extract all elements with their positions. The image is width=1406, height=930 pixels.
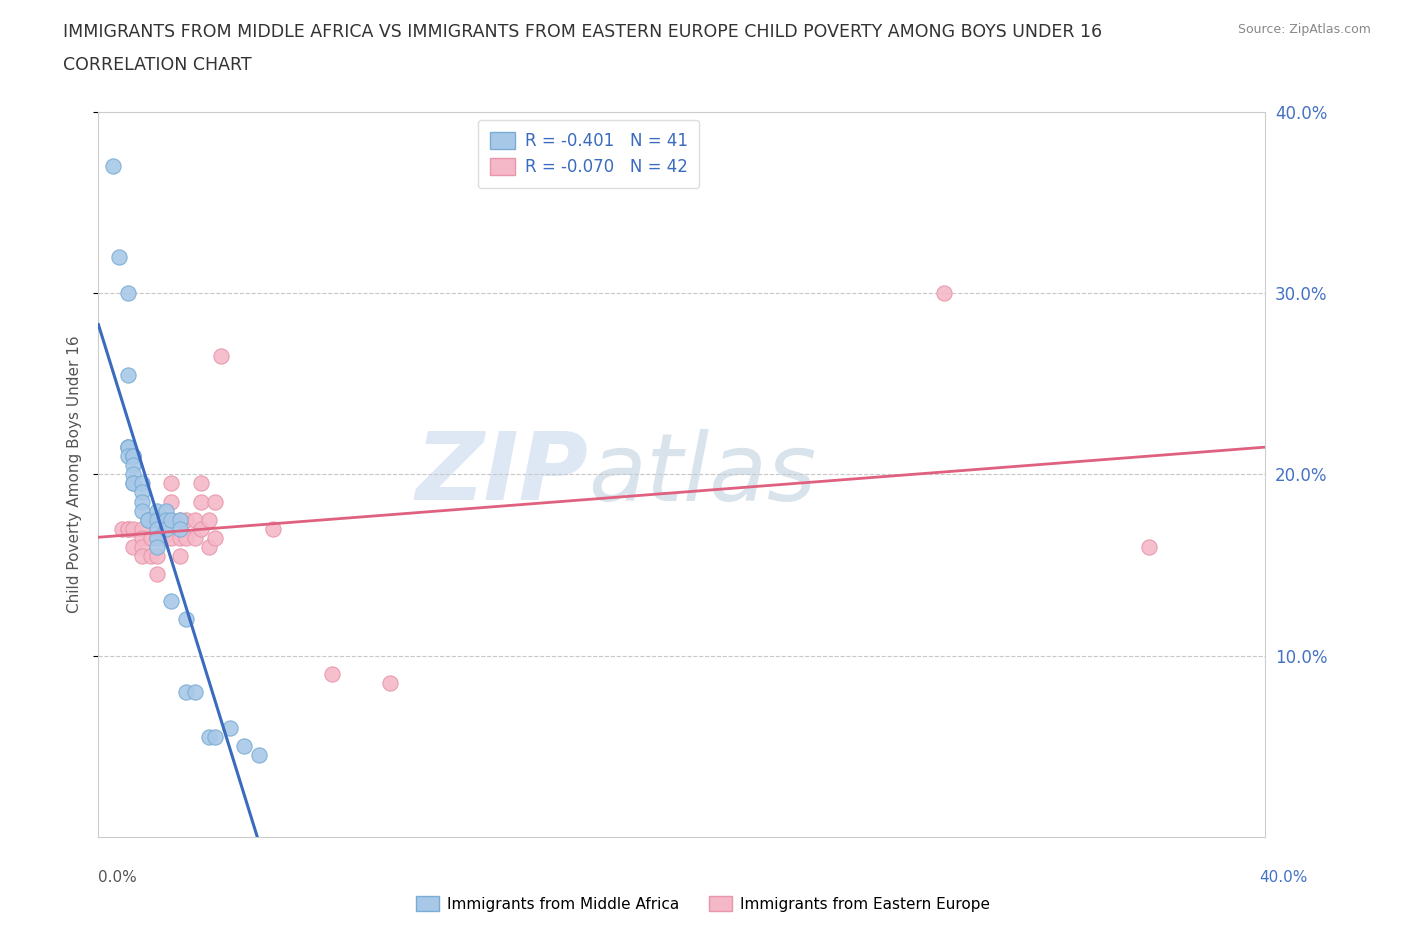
- Point: [122, 476, 145, 491]
- Point: [122, 458, 145, 472]
- Point: [169, 512, 191, 527]
- Point: [122, 449, 145, 464]
- Point: [146, 521, 169, 536]
- Point: [117, 440, 139, 455]
- Point: [117, 449, 139, 464]
- Point: [117, 367, 139, 382]
- Legend: Immigrants from Middle Africa, Immigrants from Eastern Europe: Immigrants from Middle Africa, Immigrant…: [411, 889, 995, 918]
- Point: [131, 503, 153, 518]
- Point: [204, 530, 226, 545]
- Point: [131, 476, 153, 491]
- Point: [183, 512, 205, 527]
- Point: [117, 286, 139, 300]
- Point: [169, 521, 191, 536]
- Point: [146, 549, 169, 564]
- Point: [233, 738, 256, 753]
- Point: [190, 494, 212, 509]
- Point: [131, 494, 153, 509]
- Point: [152, 530, 174, 545]
- Point: [152, 512, 174, 527]
- Point: [131, 539, 153, 554]
- Point: [155, 512, 177, 527]
- Point: [122, 539, 145, 554]
- Point: [131, 485, 153, 500]
- Point: [139, 549, 162, 564]
- Point: [934, 286, 956, 300]
- Point: [190, 476, 212, 491]
- Point: [146, 530, 169, 545]
- Text: 0.0%: 0.0%: [98, 870, 138, 884]
- Point: [169, 549, 191, 564]
- Point: [122, 476, 145, 491]
- Point: [155, 503, 177, 518]
- Point: [122, 449, 145, 464]
- Point: [101, 158, 124, 173]
- Point: [139, 530, 162, 545]
- Point: [122, 467, 145, 482]
- Point: [131, 530, 153, 545]
- Point: [117, 440, 139, 455]
- Point: [131, 521, 153, 536]
- Point: [136, 512, 159, 527]
- Text: ZIP: ZIP: [416, 429, 589, 520]
- Y-axis label: Child Poverty Among Boys Under 16: Child Poverty Among Boys Under 16: [67, 336, 83, 613]
- Text: 40.0%: 40.0%: [1260, 870, 1308, 884]
- Point: [146, 512, 169, 527]
- Point: [136, 512, 159, 527]
- Point: [155, 521, 177, 536]
- Point: [122, 449, 145, 464]
- Point: [198, 512, 221, 527]
- Text: CORRELATION CHART: CORRELATION CHART: [63, 56, 252, 73]
- Point: [139, 512, 162, 527]
- Point: [1137, 539, 1160, 554]
- Point: [174, 612, 197, 627]
- Point: [122, 521, 145, 536]
- Point: [160, 476, 183, 491]
- Point: [160, 594, 183, 609]
- Point: [262, 521, 284, 536]
- Point: [160, 512, 183, 527]
- Text: atlas: atlas: [589, 429, 817, 520]
- Point: [160, 494, 183, 509]
- Point: [204, 730, 226, 745]
- Point: [160, 530, 183, 545]
- Point: [146, 539, 169, 554]
- Point: [174, 512, 197, 527]
- Legend: R = -0.401   N = 41, R = -0.070   N = 42: R = -0.401 N = 41, R = -0.070 N = 42: [478, 120, 699, 188]
- Point: [117, 440, 139, 455]
- Point: [190, 521, 212, 536]
- Point: [117, 521, 139, 536]
- Point: [160, 512, 183, 527]
- Point: [131, 549, 153, 564]
- Point: [146, 566, 169, 581]
- Point: [204, 494, 226, 509]
- Point: [198, 539, 221, 554]
- Point: [174, 684, 197, 699]
- Point: [183, 530, 205, 545]
- Point: [247, 748, 270, 763]
- Point: [111, 521, 134, 536]
- Text: IMMIGRANTS FROM MIDDLE AFRICA VS IMMIGRANTS FROM EASTERN EUROPE CHILD POVERTY AM: IMMIGRANTS FROM MIDDLE AFRICA VS IMMIGRA…: [63, 23, 1102, 41]
- Point: [108, 249, 131, 264]
- Point: [146, 503, 169, 518]
- Point: [117, 521, 139, 536]
- Text: Source: ZipAtlas.com: Source: ZipAtlas.com: [1237, 23, 1371, 36]
- Point: [146, 512, 169, 527]
- Point: [169, 512, 191, 527]
- Point: [321, 667, 343, 682]
- Point: [174, 530, 197, 545]
- Point: [198, 730, 221, 745]
- Point: [218, 721, 240, 736]
- Point: [169, 530, 191, 545]
- Point: [183, 684, 205, 699]
- Point: [209, 349, 232, 364]
- Point: [146, 530, 169, 545]
- Point: [380, 675, 402, 690]
